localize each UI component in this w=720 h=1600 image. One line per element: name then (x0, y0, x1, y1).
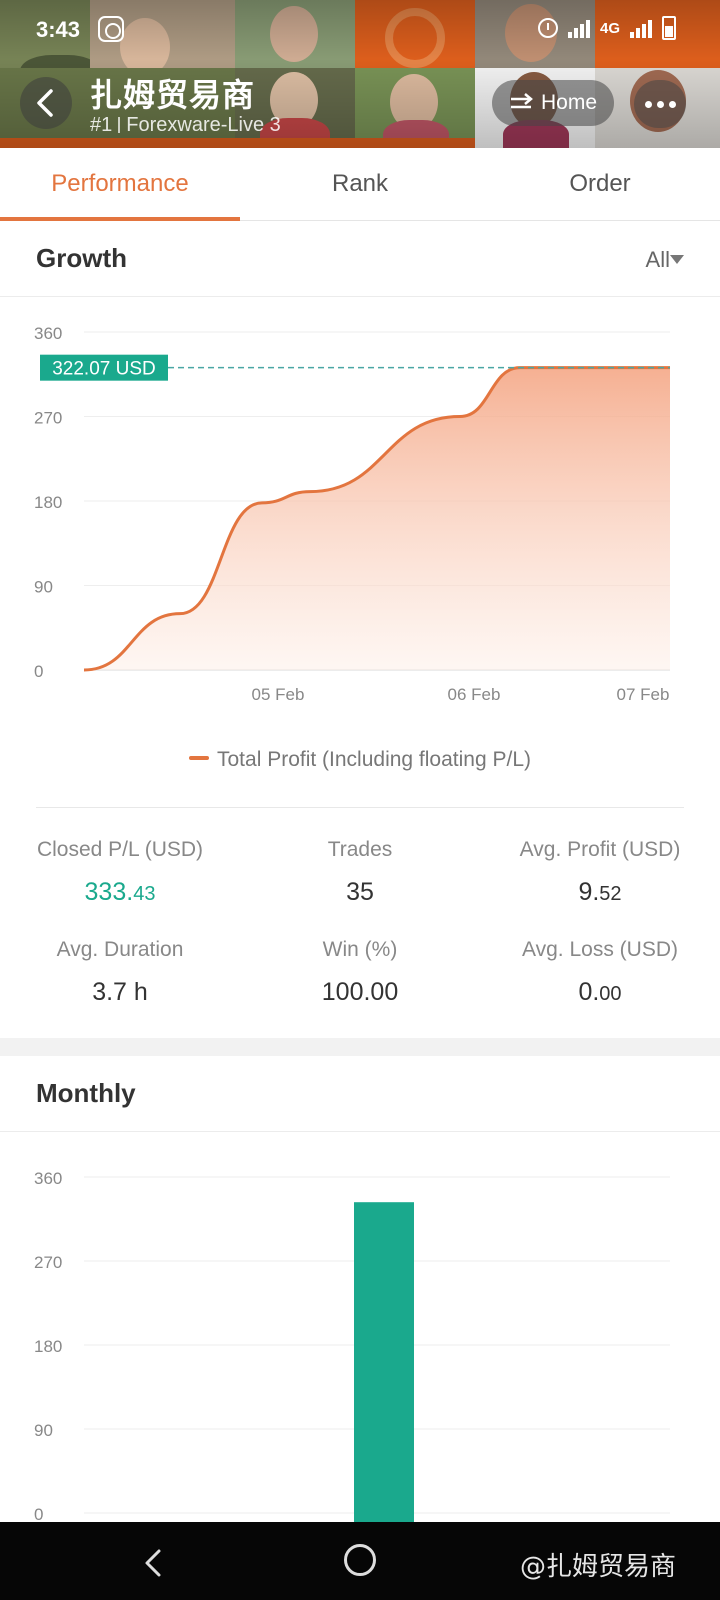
stat-avg-profit: Avg. Profit (USD) 9.52 (480, 838, 720, 907)
stat-value-int: 333. (84, 878, 134, 906)
growth-title: Growth (36, 243, 127, 273)
y-tick-label: 270 (34, 1253, 62, 1272)
monthly-bar (354, 1202, 414, 1522)
stat-value-dec: 00 (599, 983, 622, 1005)
stat-value: 333.43 (0, 878, 240, 907)
more-dot (644, 100, 652, 108)
growth-header: Growth All (0, 221, 720, 297)
battery-icon (662, 16, 676, 40)
x-tick-label: 05 Feb (252, 685, 305, 704)
network-type: 4G (599, 19, 620, 37)
profile-photo-tile (0, 138, 475, 148)
stat-value-int: 9. (578, 878, 600, 906)
home-label: Home (540, 91, 598, 114)
monthly-chart: 0 90 180 270 360 (34, 1169, 670, 1522)
y-tick-label: 90 (34, 578, 53, 597)
divider (36, 807, 684, 808)
more-button[interactable] (634, 80, 686, 128)
status-time: 3:43 (36, 17, 81, 42)
tab-rank[interactable]: Rank (331, 170, 389, 197)
stat-label: Avg. Duration (56, 938, 184, 961)
y-tick-label: 270 (34, 409, 62, 428)
stat-value-dec: 52 (599, 883, 622, 905)
stat-value: 0.00 (480, 978, 720, 1007)
status-bar: 3:43 4G (0, 0, 720, 60)
stat-win: Win (%) 100.00 (240, 938, 480, 1007)
app-icon (98, 16, 124, 42)
caret-down-icon[interactable] (670, 255, 684, 264)
chevron-left-icon (37, 89, 53, 117)
trader-name: 扎姆贸易商 (90, 76, 256, 114)
stat-avg-duration: Avg. Duration 3.7 h (0, 938, 240, 1007)
back-button[interactable] (20, 77, 72, 129)
trader-subtitle: #1 Forexware-Live 3 (90, 114, 281, 137)
watermark: @扎姆贸易商 (520, 1552, 677, 1582)
stat-label: Win (%) (322, 938, 398, 961)
stat-label: Avg. Profit (USD) (519, 838, 681, 861)
home-button[interactable]: Home (492, 80, 614, 126)
system-navigation-bar: @扎姆贸易商 (0, 1522, 720, 1600)
y-tick-label: 360 (34, 324, 62, 343)
current-value-label: 322.07 USD (52, 359, 156, 380)
growth-filter[interactable]: All (645, 247, 670, 272)
tab-bar: Performance Rank Order (0, 148, 720, 221)
current-value-badge (40, 354, 168, 381)
stat-value: 3.7 h (92, 978, 148, 1006)
profile-photo-tile (235, 0, 355, 68)
growth-chart: 0 90 180 270 360 05 Feb 06 Feb 07 Feb 322.07 USD (34, 324, 671, 704)
stat-closed-pl: Closed P/L (USD) 333.43 (0, 838, 240, 907)
swap-icon (510, 93, 533, 109)
stat-value: 35 (346, 878, 374, 906)
monthly-title: Monthly (36, 1078, 136, 1108)
growth-area (84, 367, 670, 670)
x-tick-label: 06 Feb (448, 685, 501, 704)
signal-icon (630, 18, 652, 38)
stat-label: Avg. Loss (USD) (522, 938, 678, 961)
stat-trades: Trades 35 (240, 838, 480, 907)
x-tick-label: 07 Feb (617, 685, 670, 704)
stat-label: Trades (327, 838, 393, 861)
status-icons: 4G (537, 16, 676, 40)
profile-photo-tile (355, 0, 475, 68)
signal-icon (567, 18, 590, 38)
profile-photo-tile (90, 0, 235, 75)
growth-legend: Total Profit (Including floating P/L) (0, 748, 720, 772)
tab-performance[interactable]: Performance (0, 148, 240, 221)
more-dot (668, 100, 676, 108)
stat-label: Closed P/L (USD) (36, 838, 204, 861)
stat-value: 9.52 (480, 878, 720, 907)
legend-swatch (189, 756, 209, 761)
y-tick-label: 90 (34, 1421, 53, 1440)
stat-value-dec: 43 (133, 883, 156, 905)
y-tick-label: 180 (34, 1337, 62, 1356)
stat-avg-loss: Avg. Loss (USD) 0.00 (480, 938, 720, 1007)
y-tick-label: 0 (34, 662, 43, 681)
home-nav-icon[interactable] (344, 1544, 376, 1576)
more-dot (656, 100, 664, 108)
monthly-header: Monthly (0, 1056, 720, 1132)
alarm-icon (537, 18, 558, 38)
tab-order[interactable]: Order (569, 170, 631, 197)
profile-photo-tile (595, 0, 720, 68)
separator (118, 117, 121, 133)
trader-rank: #1 (90, 114, 113, 136)
stat-value: 100.00 (321, 978, 399, 1006)
y-tick-label: 0 (34, 1505, 43, 1522)
profile-photo-tile (355, 68, 475, 148)
y-tick-label: 180 (34, 493, 62, 512)
back-nav-icon[interactable] (142, 1548, 164, 1578)
stat-value-int: 0. (578, 978, 600, 1006)
trader-server: Forexware-Live 3 (126, 114, 281, 136)
section-separator (0, 1038, 720, 1056)
legend-label: Total Profit (Including floating P/L) (217, 748, 531, 771)
y-tick-label: 360 (34, 1169, 62, 1188)
